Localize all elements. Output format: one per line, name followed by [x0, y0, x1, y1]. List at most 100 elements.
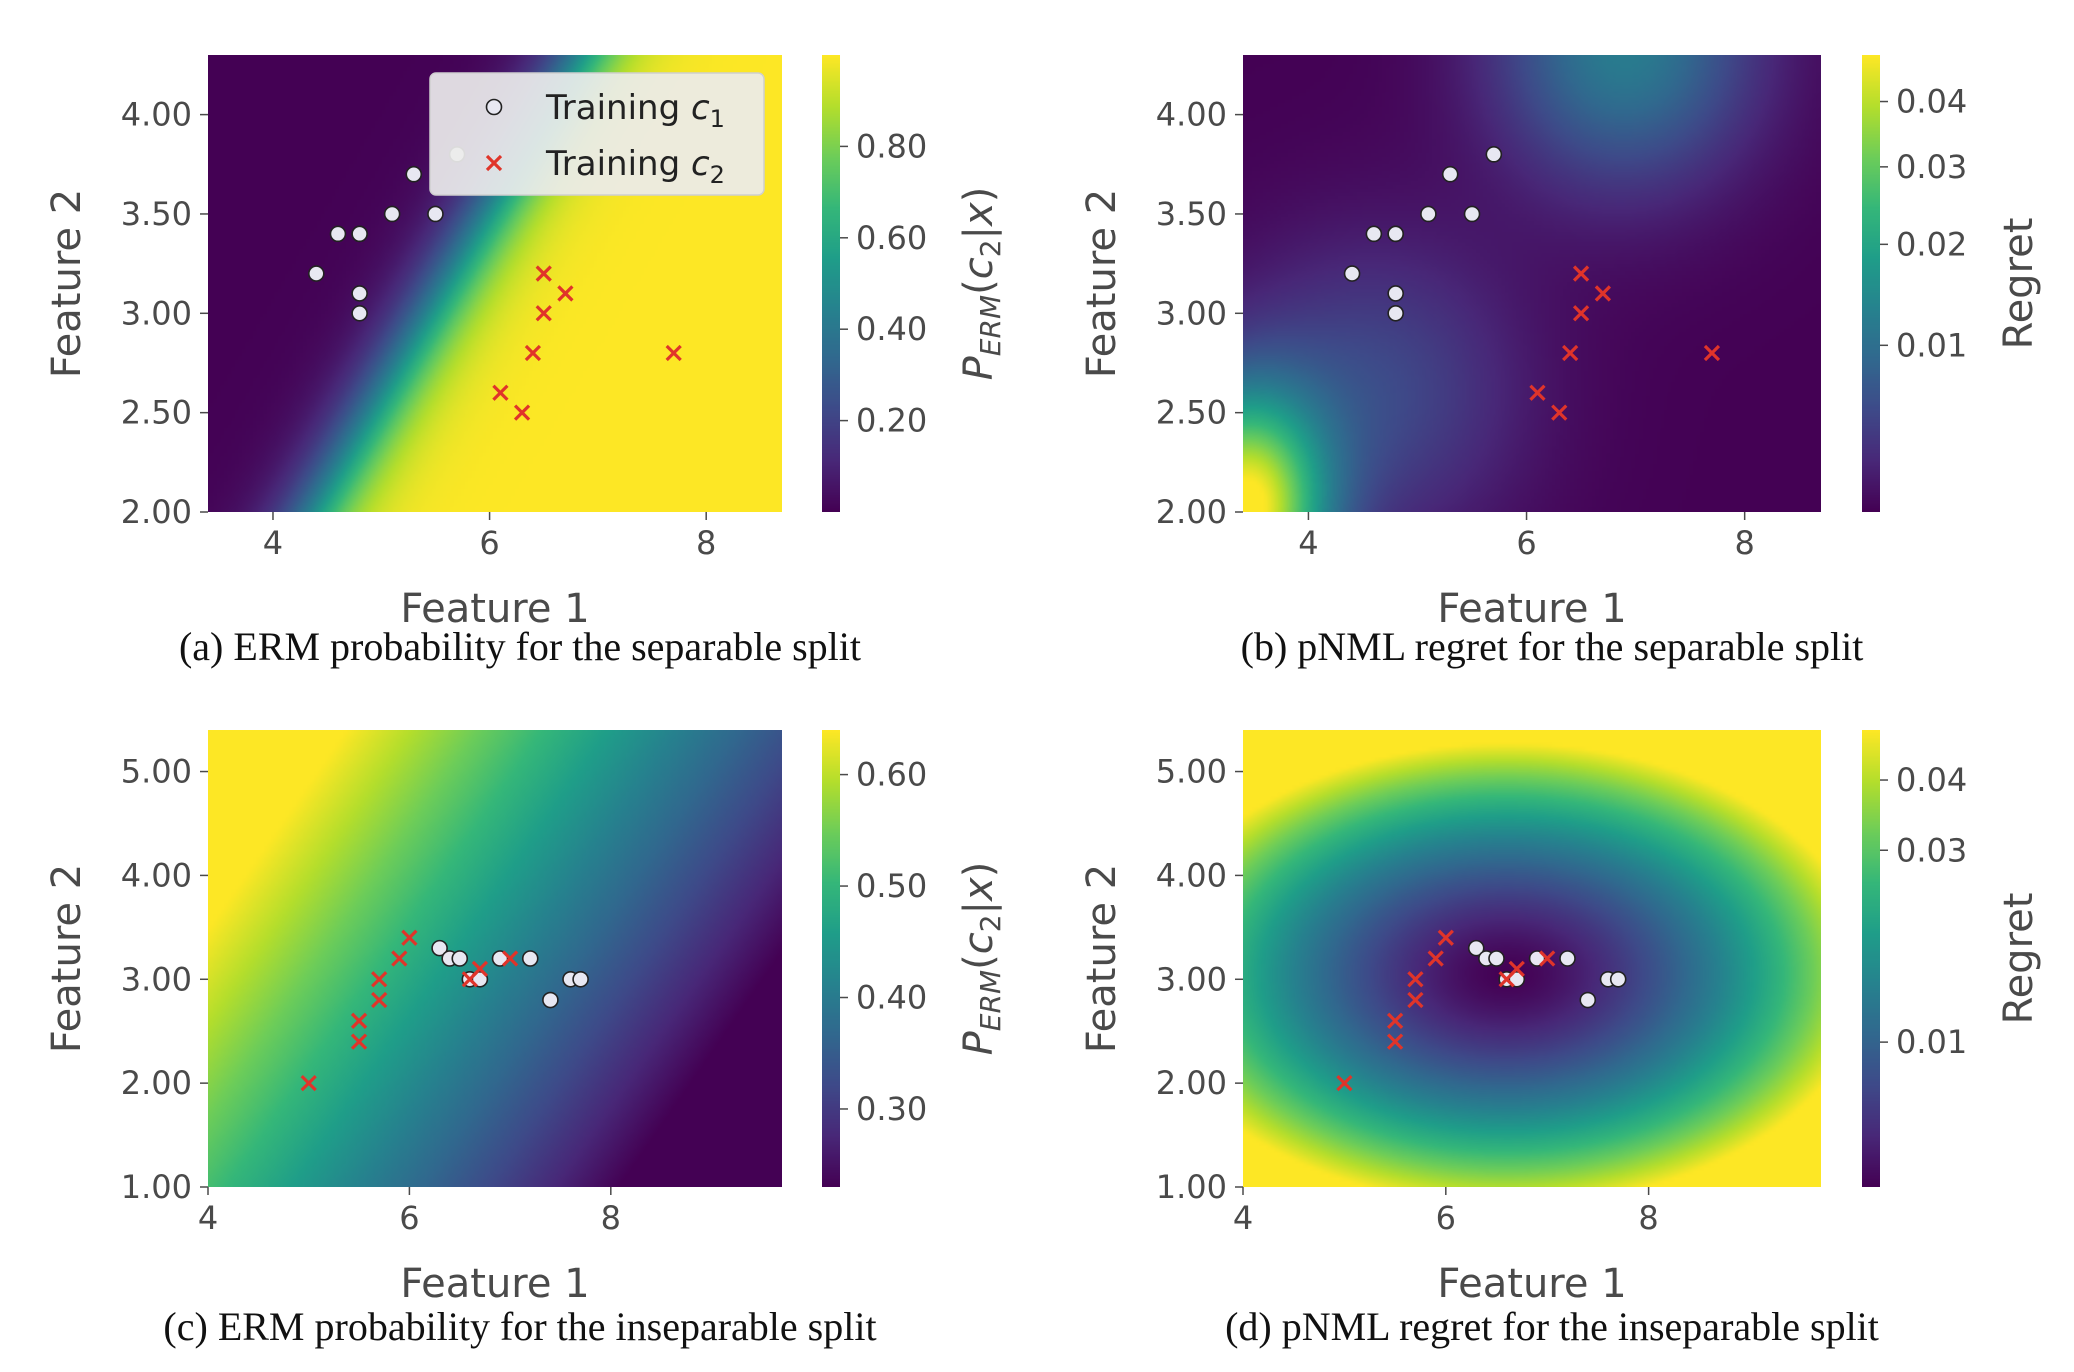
x-tick-label: 6 — [1436, 1199, 1456, 1237]
point-c2 — [300, 1075, 317, 1092]
x-tick-label: 8 — [1734, 524, 1754, 562]
y-tick-label: 4.00 — [121, 96, 192, 134]
point-c1 — [1467, 939, 1485, 957]
point-c1 — [1528, 950, 1546, 967]
point-c1 — [471, 970, 489, 988]
point-c1 — [1463, 205, 1481, 223]
colorbar-tick-label: 0.01 — [1896, 1023, 1967, 1061]
y-tick-label: 3.00 — [1156, 960, 1227, 998]
legend-marker-c1 — [485, 98, 503, 116]
x-axis-label: Feature 1 — [400, 586, 589, 632]
point-c2 — [1427, 950, 1444, 967]
x-tick-label: 4 — [263, 524, 283, 562]
heatmap-b — [1243, 55, 1821, 512]
colorbar-tick-label: 0.20 — [856, 402, 927, 440]
point-c2 — [1551, 404, 1568, 421]
point-c2 — [1386, 1012, 1404, 1029]
point-c2 — [1562, 344, 1579, 362]
y-tick-label: 5.00 — [121, 753, 192, 791]
y-tick-label: 4.00 — [121, 856, 192, 894]
x-axis-label: Feature 1 — [1437, 586, 1626, 632]
x-tick-label: 6 — [399, 1199, 419, 1237]
point-c1 — [427, 205, 444, 223]
point-c2 — [350, 1012, 368, 1029]
point-c2 — [401, 929, 418, 946]
point-c1 — [521, 950, 539, 967]
x-axis-label: Feature 1 — [1437, 1261, 1626, 1307]
y-tick-label: 3.50 — [1156, 195, 1227, 233]
colorbar-label-0: PERM(c2|x) — [956, 187, 1007, 381]
colorbar-tick-label: 0.03 — [1896, 148, 1967, 186]
point-c2 — [471, 960, 489, 978]
point-c1 — [329, 225, 347, 243]
point-c1 — [1365, 225, 1383, 243]
point-c1 — [1387, 305, 1404, 322]
colorbar-tick-label: 0.60 — [856, 219, 927, 257]
point-c2 — [1572, 265, 1590, 282]
x-tick-label: 4 — [198, 1199, 218, 1237]
point-c2 — [1572, 305, 1590, 322]
caption-c: (c) ERM probability for the inseparable … — [163, 1304, 876, 1349]
y-tick-label: 3.00 — [1156, 294, 1227, 332]
x-tick-label: 6 — [479, 524, 499, 562]
point-c2 — [535, 305, 552, 322]
point-c2 — [371, 971, 388, 988]
x-tick-label: 4 — [1298, 524, 1318, 562]
point-c1 — [383, 205, 401, 223]
point-c1 — [431, 939, 448, 957]
point-c2 — [535, 265, 552, 282]
point-c2 — [1437, 929, 1454, 946]
point-c1 — [1343, 265, 1361, 282]
legend-entry: Training c1 — [545, 88, 725, 133]
legend-box — [429, 72, 765, 196]
point-c2 — [1407, 971, 1424, 988]
y-tick-label: 5.00 — [1156, 753, 1227, 791]
colorbar-tick-label: 0.80 — [856, 127, 927, 165]
colorbar-label-1: Regret — [1996, 218, 2042, 350]
y-axis-label: Feature 2 — [44, 864, 90, 1053]
point-c1 — [1488, 950, 1505, 967]
point-c1 — [1420, 205, 1437, 223]
point-c2 — [501, 950, 519, 967]
x-tick-label: 8 — [601, 1199, 621, 1237]
point-c1 — [1485, 146, 1503, 163]
y-axis-label: Feature 2 — [44, 189, 90, 378]
point-c1 — [542, 991, 559, 1009]
colorbar-tick-label: 0.40 — [856, 979, 927, 1017]
point-c1 — [491, 950, 509, 967]
point-c2 — [1703, 344, 1721, 362]
x-tick-label: 8 — [696, 524, 716, 562]
y-tick-label: 3.50 — [121, 195, 192, 233]
colorbar-tick-label: 0.60 — [856, 756, 927, 794]
colorbar-tick-label: 0.04 — [1896, 83, 1967, 121]
point-c2 — [1529, 384, 1546, 401]
x-axis-label: Feature 1 — [400, 1261, 589, 1307]
caption-d: (d) pNML regret for the inseparable spli… — [1225, 1304, 1879, 1349]
legend-entry: Training c2 — [545, 144, 725, 189]
y-tick-label: 1.00 — [1156, 1168, 1227, 1206]
y-tick-label: 4.00 — [1156, 96, 1227, 134]
point-c1 — [351, 285, 368, 302]
point-c1 — [1387, 285, 1404, 302]
x-tick-label: 8 — [1638, 1199, 1658, 1237]
colorbar-tick-label: 0.30 — [856, 1090, 927, 1128]
colorbar-tick-label: 0.50 — [856, 867, 927, 905]
point-c2 — [1594, 285, 1612, 302]
point-c2 — [1508, 960, 1525, 978]
point-c2 — [524, 344, 542, 362]
colorbar-tick-label: 0.04 — [1896, 761, 1967, 799]
y-tick-label: 2.00 — [1156, 493, 1227, 531]
point-c2 — [1539, 950, 1556, 967]
point-c2 — [513, 404, 531, 421]
colorbar-tick-label: 0.40 — [856, 310, 927, 348]
y-tick-label: 4.00 — [1156, 856, 1227, 894]
y-tick-label: 2.00 — [1156, 1064, 1227, 1102]
point-c2 — [1407, 991, 1424, 1009]
point-c1 — [308, 265, 325, 282]
caption-b: (b) pNML regret for the separable split — [1241, 624, 1864, 669]
y-tick-label: 3.00 — [121, 960, 192, 998]
x-tick-label: 4 — [1233, 1199, 1253, 1237]
point-c1 — [1609, 970, 1627, 988]
y-axis-label: Feature 2 — [1079, 189, 1125, 378]
